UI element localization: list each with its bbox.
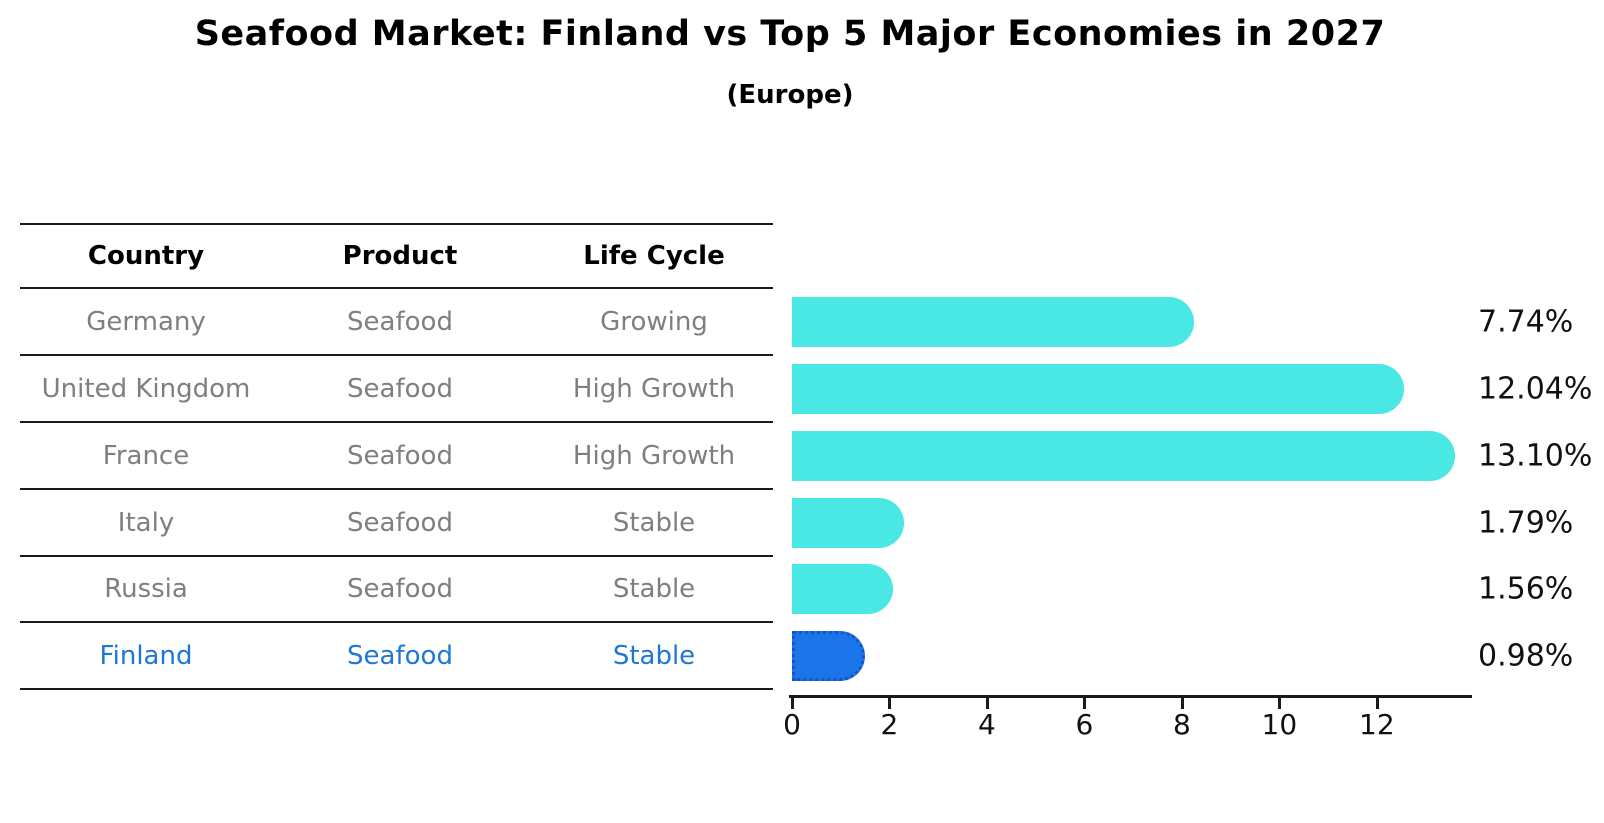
bar-value-label: 0.98% bbox=[1478, 638, 1574, 673]
bar-value-label: 13.10% bbox=[1478, 438, 1593, 473]
table-cell-life_cycle: Stable bbox=[612, 574, 696, 604]
table-cell-product: Seafood bbox=[347, 507, 453, 538]
x-axis-tick-label: 0 bbox=[783, 708, 801, 741]
table-header-country: Country bbox=[87, 241, 205, 271]
bar-united-kingdom bbox=[792, 363, 1404, 414]
bar-germany bbox=[792, 296, 1195, 347]
x-axis-tick-label: 12 bbox=[1359, 708, 1395, 741]
table-rule bbox=[20, 287, 773, 289]
bar-france bbox=[792, 430, 1456, 481]
table-cell-country: Finland bbox=[99, 640, 193, 671]
table-cell-life_cycle: High Growth bbox=[572, 440, 736, 471]
x-axis-tick bbox=[1083, 698, 1087, 709]
table-cell-country: France bbox=[102, 440, 190, 471]
table-cell-country: Italy bbox=[117, 507, 175, 538]
table-cell-product: Seafood bbox=[347, 574, 453, 604]
table-rule bbox=[20, 621, 773, 623]
x-axis-tick-label: 10 bbox=[1261, 708, 1298, 741]
table-cell-product: Seafood bbox=[347, 306, 453, 337]
x-axis-tick-label: 4 bbox=[978, 708, 996, 741]
x-axis-tick-label: 8 bbox=[1172, 708, 1191, 741]
table-cell-country: United Kingdom bbox=[41, 373, 251, 404]
bar-value-label: 1.56% bbox=[1478, 571, 1574, 607]
table-rule bbox=[20, 555, 773, 557]
x-axis-tick bbox=[1375, 698, 1379, 709]
x-axis-tick-label: 6 bbox=[1075, 708, 1094, 741]
table-rule bbox=[20, 688, 773, 690]
bar-value-label: 1.79% bbox=[1478, 505, 1574, 540]
table-cell-life_cycle: Stable bbox=[612, 640, 696, 671]
table-cell-country: Russia bbox=[104, 574, 188, 604]
bar-italy bbox=[792, 497, 905, 548]
table-cell-life_cycle: Growing bbox=[600, 306, 708, 337]
table-cell-life_cycle: Stable bbox=[612, 507, 696, 538]
table-cell-product: Seafood bbox=[347, 440, 453, 471]
table-header-product: Product bbox=[342, 241, 458, 271]
table-cell-country: Germany bbox=[86, 306, 206, 337]
bar-russia bbox=[792, 564, 894, 614]
bar-value-label: 12.04% bbox=[1478, 371, 1593, 406]
bar-finland bbox=[792, 630, 865, 681]
chart-subtitle: (Europe) bbox=[726, 80, 854, 110]
table-header-life-cycle: Life Cycle bbox=[583, 241, 725, 271]
x-axis-tick bbox=[888, 698, 892, 709]
chart-title: Seafood Market: Finland vs Top 5 Major E… bbox=[194, 14, 1386, 54]
x-axis-tick bbox=[1180, 698, 1184, 709]
table-cell-product: Seafood bbox=[347, 640, 453, 671]
table-rule bbox=[20, 223, 773, 225]
bar-value-label: 7.74% bbox=[1478, 304, 1574, 339]
x-axis-tick bbox=[985, 698, 989, 709]
x-axis-line bbox=[789, 695, 1472, 698]
table-rule bbox=[20, 354, 773, 356]
table-cell-life_cycle: High Growth bbox=[572, 373, 736, 404]
x-axis-tick bbox=[1278, 698, 1282, 709]
table-rule bbox=[20, 421, 773, 423]
x-axis-tick bbox=[791, 698, 794, 709]
table-rule bbox=[20, 488, 773, 490]
x-axis-tick-label: 2 bbox=[880, 708, 899, 741]
table-cell-product: Seafood bbox=[347, 373, 453, 404]
